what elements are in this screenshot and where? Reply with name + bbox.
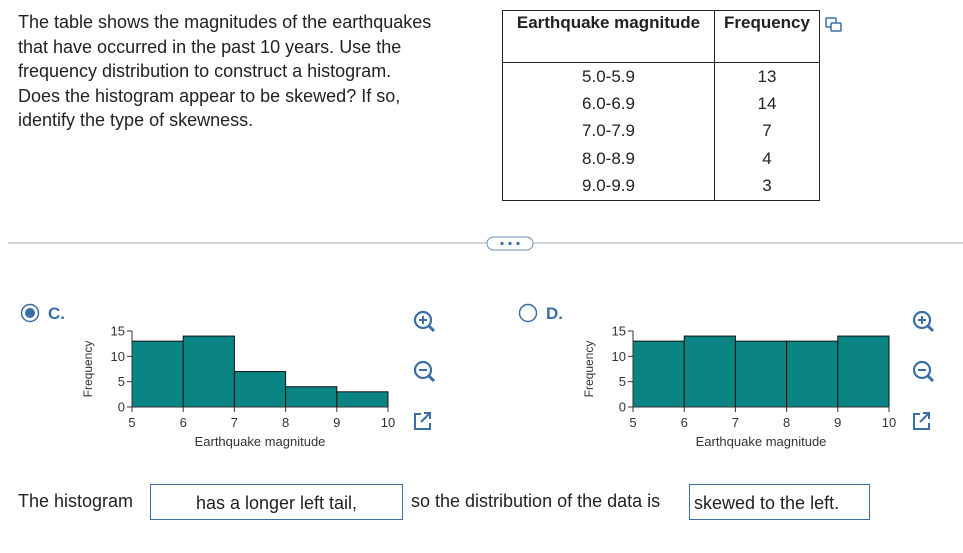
x-tick-label: 6 <box>681 415 688 430</box>
icon <box>413 360 433 380</box>
x-axis-label: Earthquake magnitude <box>696 434 827 449</box>
zoom-out-button[interactable] <box>413 360 436 383</box>
zoom-out-button[interactable] <box>912 360 935 383</box>
icon <box>419 316 427 324</box>
x-tick-label: 9 <box>333 415 340 430</box>
table-row: 8.0-8.9 4 <box>502 145 820 173</box>
radio-d[interactable] <box>518 303 538 323</box>
open-window-button[interactable] <box>913 412 930 430</box>
y-tick-label: 0 <box>619 400 626 415</box>
table-row: 6.0-6.9 14 <box>502 90 820 118</box>
icon <box>427 374 436 383</box>
bar <box>837 335 890 408</box>
bar <box>285 386 338 408</box>
icon <box>918 316 926 324</box>
x-tick-label: 9 <box>834 415 841 430</box>
answer-text: so the distribution of the data is <box>411 491 661 511</box>
table-cell: 4 <box>714 145 820 173</box>
x-tick-label: 7 <box>732 415 739 430</box>
bar <box>131 340 184 408</box>
question-line: frequency distribution to construct a hi… <box>18 61 392 81</box>
chart-tools <box>413 310 436 430</box>
icon <box>414 412 431 430</box>
frequency-table: Earthquake magnitude Frequency 5.0-5.9 13… <box>502 10 820 201</box>
question-line: The table shows the magnitudes of the ea… <box>18 12 432 32</box>
table-cell: 7 <box>714 117 820 146</box>
y-tick-label: 15 <box>612 324 626 339</box>
y-tick-label: 5 <box>118 374 125 389</box>
icon <box>912 360 932 380</box>
table-header: Frequency <box>714 10 820 63</box>
y-tick-label: 10 <box>612 349 626 364</box>
answer-text: The histogram <box>18 491 134 511</box>
bar <box>336 391 389 408</box>
zoom-in-button[interactable] <box>413 310 436 333</box>
table-cell: 13 <box>714 62 820 91</box>
y-tick-label: 10 <box>111 349 125 364</box>
table-cell: 5.0-5.9 <box>502 62 715 91</box>
answer-dropdown[interactable]: has a longer left tail, <box>150 484 403 520</box>
zoom-in-button[interactable] <box>912 310 935 333</box>
x-tick-label: 8 <box>783 415 790 430</box>
icon <box>926 374 935 383</box>
option-label: C. <box>48 304 65 323</box>
question-line: that have occurred in the past 10 years.… <box>18 36 402 57</box>
table-cell: 3 <box>714 172 820 201</box>
chart-tools <box>912 310 935 430</box>
icon <box>912 310 932 330</box>
table-header: Earthquake magnitude <box>502 10 715 63</box>
x-axis-label: Earthquake magnitude <box>195 434 326 449</box>
y-tick-label: 0 <box>118 400 125 415</box>
y-axis-label: Frequency <box>81 341 95 398</box>
table-cell: 6.0-6.9 <box>502 90 715 118</box>
table-copy-icon[interactable] <box>825 17 842 32</box>
icon <box>413 310 433 330</box>
bar <box>233 371 287 408</box>
x-tick-label: 10 <box>882 415 896 430</box>
table-cell: 8.0-8.9 <box>502 145 715 173</box>
question: The table shows the magnitudes of the ea… <box>18 10 488 133</box>
table-row: 5.0-5.9 13 <box>502 62 820 91</box>
bar <box>683 335 736 408</box>
y-tick-label: 15 <box>111 324 125 339</box>
table-row: 7.0-7.9 7 <box>502 117 820 146</box>
icon <box>913 412 930 430</box>
expand-button[interactable] <box>486 236 534 251</box>
answer-dropdown[interactable]: skewed to the left. <box>689 484 870 520</box>
bar <box>632 340 685 408</box>
option-label: D. <box>546 304 563 323</box>
x-tick-label: 5 <box>128 415 135 430</box>
bar <box>786 340 839 408</box>
x-tick-label: 8 <box>282 415 289 430</box>
x-tick-label: 5 <box>629 415 636 430</box>
icon <box>427 324 436 333</box>
x-tick-label: 6 <box>180 415 187 430</box>
table-row: 9.0-9.9 3 <box>502 172 820 201</box>
open-window-button[interactable] <box>414 412 431 430</box>
bar <box>182 335 235 408</box>
table-cell: 9.0-9.9 <box>502 172 715 201</box>
x-tick-label: 10 <box>381 415 395 430</box>
y-tick-label: 5 <box>619 374 626 389</box>
radio-c[interactable] <box>20 303 40 323</box>
question-line: Does the histogram appear to be skewed? … <box>18 85 401 106</box>
table-cell: 14 <box>714 90 820 118</box>
question-line: identify the type of skewness. <box>18 110 254 130</box>
bar <box>734 340 788 408</box>
x-tick-label: 7 <box>231 415 238 430</box>
table-cell: 7.0-7.9 <box>502 117 715 146</box>
icon <box>926 324 935 333</box>
y-axis-label: Frequency <box>582 341 596 398</box>
